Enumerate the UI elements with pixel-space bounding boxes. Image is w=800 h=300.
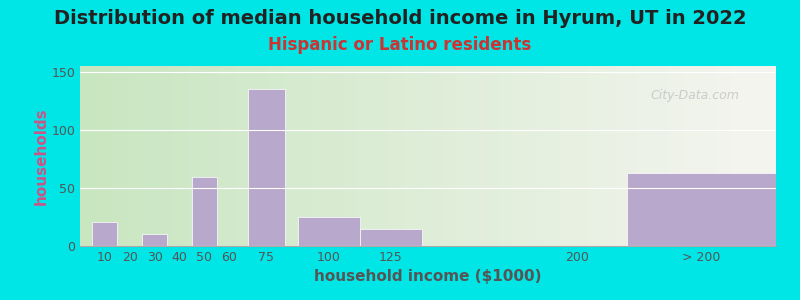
Bar (298, 217, 360, 246)
Bar (248, 89, 285, 246)
Bar (93, 222, 118, 246)
Bar (360, 229, 422, 246)
Text: Hispanic or Latino residents: Hispanic or Latino residents (268, 36, 532, 54)
Y-axis label: households: households (34, 107, 49, 205)
Text: City-Data.com: City-Data.com (650, 89, 739, 102)
Text: Distribution of median household income in Hyrum, UT in 2022: Distribution of median household income … (54, 9, 746, 28)
Bar (627, 173, 776, 246)
Bar (192, 178, 217, 246)
X-axis label: household income ($1000): household income ($1000) (314, 269, 542, 284)
Bar (142, 234, 167, 246)
